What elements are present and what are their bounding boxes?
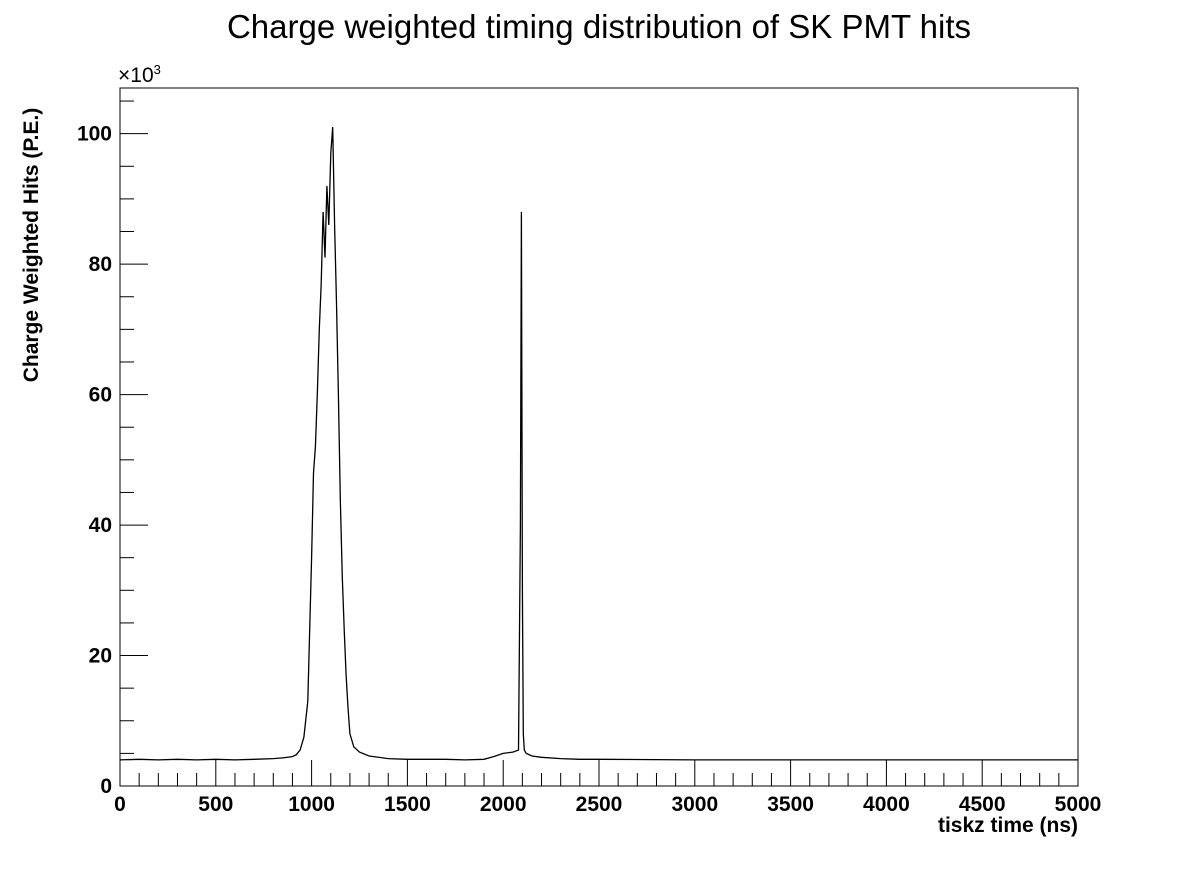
x-tick-label: 3500 <box>767 793 814 816</box>
x-tick-label: 2500 <box>576 793 623 816</box>
x-tick-label: 1000 <box>288 793 335 816</box>
x-tick-label: 4500 <box>959 793 1006 816</box>
plot-frame <box>119 87 1079 787</box>
series-line <box>119 127 1078 761</box>
y-tick-label: 20 <box>89 645 112 668</box>
x-tick-label: 2000 <box>480 793 527 816</box>
x-tick-label: 5000 <box>1055 793 1102 816</box>
x-tick-label: 0 <box>114 793 126 816</box>
y-tick-label: 0 <box>100 775 112 798</box>
y-tick-label: 80 <box>89 253 112 276</box>
chart-title: Charge weighted timing distribution of S… <box>226 8 972 45</box>
x-tick-label: 4000 <box>863 793 910 816</box>
x-axis-label: tiskz time (ns) <box>937 814 1078 837</box>
y-tick-label: 100 <box>77 123 112 146</box>
y-axis-multiplier-exponent: 3 <box>153 62 161 77</box>
x-tick-label: 1500 <box>384 793 431 816</box>
y-tick-label: 60 <box>89 384 112 407</box>
y-tick-label: 40 <box>89 514 112 537</box>
x-tick-label: 3000 <box>671 793 718 816</box>
x-tick-label: 500 <box>198 793 233 816</box>
y-axis-multiplier: ×103 <box>118 62 161 87</box>
